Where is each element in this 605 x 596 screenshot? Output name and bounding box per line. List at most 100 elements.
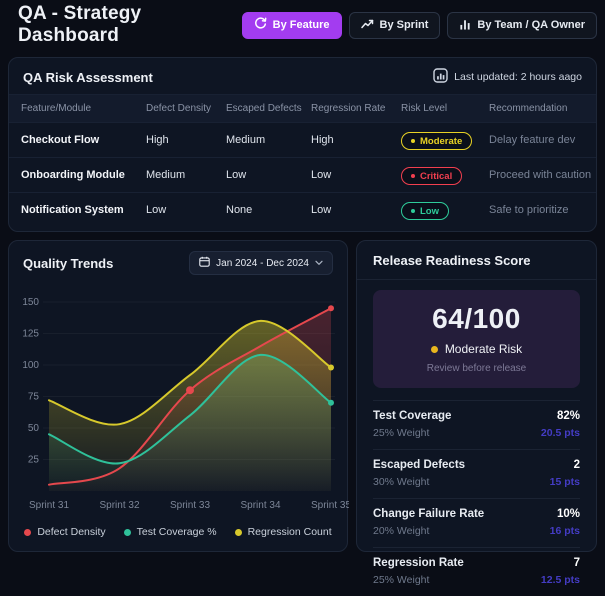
svg-text:Sprint 34: Sprint 34 [240, 500, 280, 511]
topbar: QA - Strategy Dashboard By Feature By Sp… [0, 0, 605, 50]
legend-label: Regression Count [247, 526, 332, 538]
date-range-picker[interactable]: Jan 2024 - Dec 2024 [189, 251, 333, 275]
column-header: Recommendation [489, 103, 568, 114]
readiness-risk-note: Review before release [426, 363, 527, 374]
chevron-down-icon [315, 258, 323, 269]
metric-value: 10% [556, 508, 580, 520]
page-title: QA - Strategy Dashboard [18, 3, 142, 46]
svg-text:Sprint 32: Sprint 32 [99, 500, 139, 511]
by-team-qa-owner-button[interactable]: By Team / QA Owner [447, 11, 597, 39]
metric-bottom: 30% Weight 15 pts [373, 476, 580, 488]
metric-weight: 25% Weight [373, 427, 430, 439]
metric-value: 7 [573, 557, 580, 569]
regression-rate-value: Low [311, 169, 332, 181]
metric-top: Change Failure Rate 10% [373, 508, 580, 520]
last-updated-text: Last updated: 2 hours aago [454, 71, 582, 83]
metric-weight: 25% Weight [373, 574, 430, 586]
last-updated-badge: Last updated: 2 hours aago [433, 68, 582, 86]
svg-text:Sprint 35: Sprint 35 [311, 500, 349, 511]
legend-label: Defect Density [37, 526, 106, 538]
risk-dot-icon [411, 209, 415, 213]
escaped-defects-value: None [226, 204, 253, 216]
by-sprint-button[interactable]: By Sprint [348, 11, 441, 39]
metric-bottom: 20% Weight 16 pts [373, 525, 580, 537]
column-header: Regression Rate [311, 103, 386, 114]
by-feature-button[interactable]: By Feature [241, 11, 342, 39]
risk-level-cell: Low [401, 200, 489, 220]
recommendation-text: Safe to prioritize [489, 204, 569, 216]
escaped-defects-value: Medium [226, 134, 266, 146]
calendar-icon [199, 256, 210, 270]
by-team-qa-owner-label: By Team / QA Owner [477, 19, 585, 31]
column-header: Escaped Defects [226, 103, 302, 114]
table-header-row: Feature/Module Defect Density Escaped Defe… [9, 94, 596, 122]
regression-rate-value: High [311, 134, 334, 146]
risk-label: Moderate [420, 135, 463, 147]
readiness-panel-title: Release Readiness Score [373, 253, 531, 268]
risk-table: Feature/Module Defect Density Escaped Defe… [9, 94, 596, 227]
metric-value: 82% [556, 410, 580, 422]
risk-panel-title: QA Risk Assessment [23, 69, 153, 85]
feature-name: Notification System [21, 204, 124, 216]
risk-badge: Low [401, 202, 449, 220]
column-header: Feature/Module [21, 103, 92, 114]
metric-row: Change Failure Rate 10% 20% Weight 16 pts [373, 499, 580, 548]
by-feature-label: By Feature [272, 19, 330, 31]
quality-trends-chart[interactable]: 25 50 75 100 125 150 Sprint 31 Sprint 32 Sprint … [9, 285, 349, 517]
readiness-risk-row: Moderate Risk [373, 342, 580, 356]
metric-top: Escaped Defects 2 [373, 459, 580, 471]
readiness-panel-head: Release Readiness Score [357, 241, 596, 280]
risk-panel-head: QA Risk Assessment Last updated: 2 hours… [9, 58, 596, 94]
readiness-score-card: 64/100 Moderate Risk Review before relea… [373, 290, 580, 388]
metric-top: Regression Rate 7 [373, 557, 580, 569]
svg-text:Sprint 33: Sprint 33 [170, 500, 210, 511]
recommendation-text: Proceed with caution [489, 169, 592, 181]
metric-points: 20.5 pts [540, 427, 580, 439]
trend-icon [360, 18, 374, 33]
svg-text:Sprint 31: Sprint 31 [29, 500, 69, 511]
risk-dot-icon [411, 174, 415, 178]
metric-bottom: 25% Weight 20.5 pts [373, 427, 580, 439]
metric-value: 2 [573, 459, 580, 471]
table-row: Checkout Flow High Medium High Moderate Delay… [9, 122, 596, 157]
defect-density-value: Medium [146, 169, 186, 181]
svg-text:125: 125 [22, 329, 39, 340]
column-header: Risk Level [401, 103, 448, 114]
table-row: Notification System Low None Low Low Safe to … [9, 192, 596, 227]
release-readiness-panel: Release Readiness Score 64/100 Moderate … [356, 240, 597, 586]
column-header: Defect Density [146, 103, 212, 114]
moderate-risk-dot-icon [430, 345, 438, 353]
quality-trends-panel: Quality Trends Jan 2024 - Dec 2024 25 50 7… [8, 240, 349, 552]
metric-row: Test Coverage 82% 25% Weight 20.5 pts [373, 401, 580, 450]
metric-top: Test Coverage 82% [373, 410, 580, 422]
view-switcher: By Feature By Sprint By Team / QA Owner [241, 11, 597, 39]
legend-dot-icon [24, 528, 32, 536]
regression-rate-value: Low [311, 204, 332, 216]
metric-label: Escaped Defects [373, 459, 466, 471]
readiness-risk-label: Moderate Risk [444, 342, 523, 356]
by-sprint-label: By Sprint [379, 19, 429, 31]
svg-text:50: 50 [28, 423, 40, 434]
metric-weight: 20% Weight [373, 525, 430, 537]
metric-label: Change Failure Rate [373, 508, 485, 520]
metric-label: Regression Rate [373, 557, 464, 569]
legend-dot-icon [234, 528, 242, 536]
readiness-metrics-list: Test Coverage 82% 25% Weight 20.5 pts Escape… [373, 400, 580, 596]
risk-badge: Critical [401, 167, 463, 185]
legend-item: Regression Count [234, 526, 332, 538]
legend-item: Defect Density [24, 526, 106, 538]
escaped-defects-value: Low [226, 169, 247, 181]
svg-text:75: 75 [28, 392, 40, 403]
metric-bottom: 25% Weight 12.5 pts [373, 574, 580, 586]
readiness-score-value: 64/100 [432, 303, 521, 334]
date-range-label: Jan 2024 - Dec 2024 [216, 257, 309, 269]
chart-legend: Defect Density Test Coverage % Regression … [9, 526, 347, 538]
risk-label: Critical [420, 170, 453, 182]
metric-row: Regression Rate 7 25% Weight 12.5 pts [373, 548, 580, 596]
metric-points: 12.5 pts [540, 574, 580, 586]
table-row: Onboarding Module Medium Low Low Critical Pro… [9, 157, 596, 192]
risk-dot-icon [411, 139, 415, 143]
svg-text:150: 150 [22, 297, 39, 308]
mini-bar-chart-icon [433, 68, 448, 86]
